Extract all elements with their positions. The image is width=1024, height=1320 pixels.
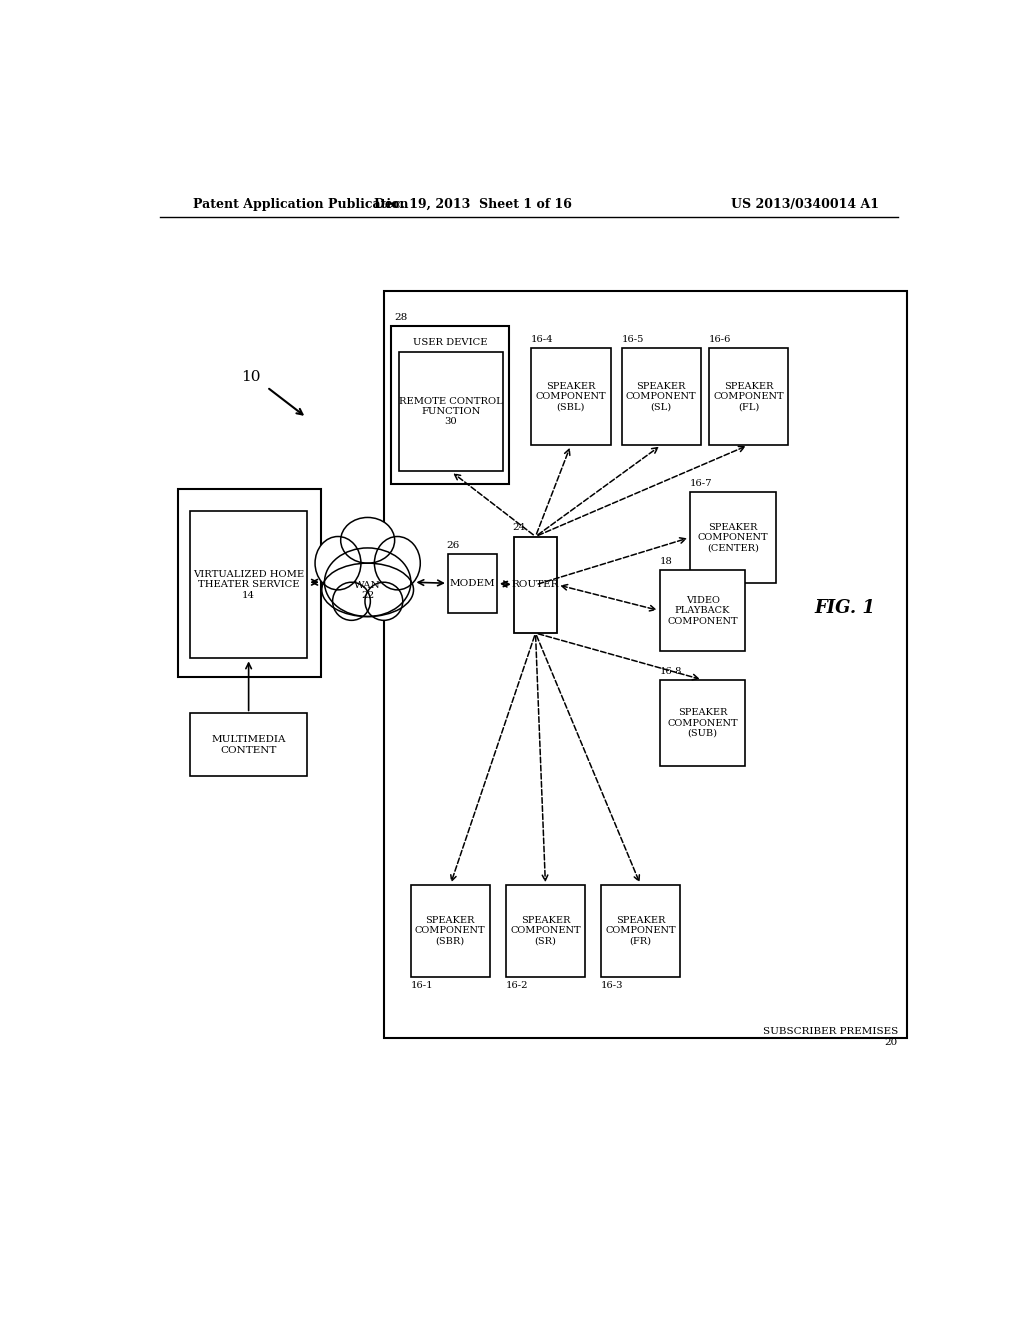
Text: 26: 26 — [446, 541, 460, 549]
FancyBboxPatch shape — [690, 492, 775, 583]
FancyBboxPatch shape — [709, 348, 788, 445]
FancyBboxPatch shape — [506, 886, 585, 977]
Text: 16-8: 16-8 — [659, 667, 682, 676]
FancyBboxPatch shape — [399, 351, 503, 471]
Text: 16-5: 16-5 — [622, 335, 644, 345]
Text: MULTIMEDIA
CONTENT: MULTIMEDIA CONTENT — [211, 735, 286, 755]
FancyBboxPatch shape — [384, 290, 907, 1038]
Ellipse shape — [315, 536, 360, 590]
Text: VIDEO
PLAYBACK
COMPONENT: VIDEO PLAYBACK COMPONENT — [668, 595, 738, 626]
Text: 12: 12 — [202, 586, 211, 599]
Text: 16-4: 16-4 — [531, 335, 554, 345]
Text: 16-1: 16-1 — [411, 981, 433, 990]
FancyBboxPatch shape — [531, 348, 610, 445]
FancyBboxPatch shape — [189, 713, 307, 776]
Ellipse shape — [375, 536, 420, 590]
Text: 16-2: 16-2 — [506, 981, 528, 990]
Text: 16-3: 16-3 — [601, 981, 624, 990]
Text: 28: 28 — [394, 313, 408, 322]
Text: SPEAKER
COMPONENT
(SR): SPEAKER COMPONENT (SR) — [510, 916, 581, 945]
Text: SPEAKER
COMPONENT
(FL): SPEAKER COMPONENT (FL) — [714, 381, 784, 412]
Ellipse shape — [365, 582, 402, 620]
Text: Patent Application Publication: Patent Application Publication — [194, 198, 409, 211]
FancyBboxPatch shape — [514, 536, 557, 634]
Text: 16-7: 16-7 — [690, 479, 713, 487]
FancyBboxPatch shape — [659, 570, 745, 651]
Text: US 2013/0340014 A1: US 2013/0340014 A1 — [731, 198, 880, 211]
FancyBboxPatch shape — [178, 488, 321, 677]
Ellipse shape — [333, 582, 371, 620]
Text: SPEAKER
COMPONENT
(SBL): SPEAKER COMPONENT (SBL) — [536, 381, 606, 412]
Text: 10: 10 — [242, 370, 261, 384]
Text: REMOTE CONTROL
FUNCTION
30: REMOTE CONTROL FUNCTION 30 — [399, 396, 503, 426]
Text: USER DEVICE: USER DEVICE — [413, 338, 487, 347]
Text: 18: 18 — [659, 557, 673, 566]
Ellipse shape — [322, 564, 414, 616]
Ellipse shape — [325, 548, 411, 616]
Ellipse shape — [341, 517, 394, 564]
FancyBboxPatch shape — [391, 326, 509, 483]
Text: SPEAKER
COMPONENT
(FR): SPEAKER COMPONENT (FR) — [605, 916, 676, 945]
Text: SUBSCRIBER PREMISES
20: SUBSCRIBER PREMISES 20 — [763, 1027, 898, 1047]
FancyBboxPatch shape — [411, 886, 489, 977]
Text: FIG. 1: FIG. 1 — [814, 599, 876, 616]
Text: SPEAKER
COMPONENT
(SBR): SPEAKER COMPONENT (SBR) — [415, 916, 485, 945]
Text: 16-6: 16-6 — [709, 335, 731, 345]
FancyBboxPatch shape — [622, 348, 701, 445]
Text: ROUTER: ROUTER — [512, 581, 559, 589]
Text: 24: 24 — [512, 524, 525, 532]
Text: VIRTUALIZED HOME
THEATER SERVICE
14: VIRTUALIZED HOME THEATER SERVICE 14 — [194, 570, 304, 599]
FancyBboxPatch shape — [189, 511, 307, 659]
Text: SPEAKER
COMPONENT
(SUB): SPEAKER COMPONENT (SUB) — [668, 708, 738, 738]
FancyBboxPatch shape — [659, 680, 745, 766]
Text: Dec. 19, 2013  Sheet 1 of 16: Dec. 19, 2013 Sheet 1 of 16 — [375, 198, 572, 211]
FancyBboxPatch shape — [447, 554, 497, 612]
Text: CENTRAL SERVER: CENTRAL SERVER — [190, 532, 200, 634]
Text: MODEM: MODEM — [450, 578, 496, 587]
Text: SPEAKER
COMPONENT
(CENTER): SPEAKER COMPONENT (CENTER) — [697, 523, 768, 552]
FancyBboxPatch shape — [601, 886, 680, 977]
Text: SPEAKER
COMPONENT
(SL): SPEAKER COMPONENT (SL) — [626, 381, 696, 412]
Text: WAN
22: WAN 22 — [354, 581, 381, 601]
